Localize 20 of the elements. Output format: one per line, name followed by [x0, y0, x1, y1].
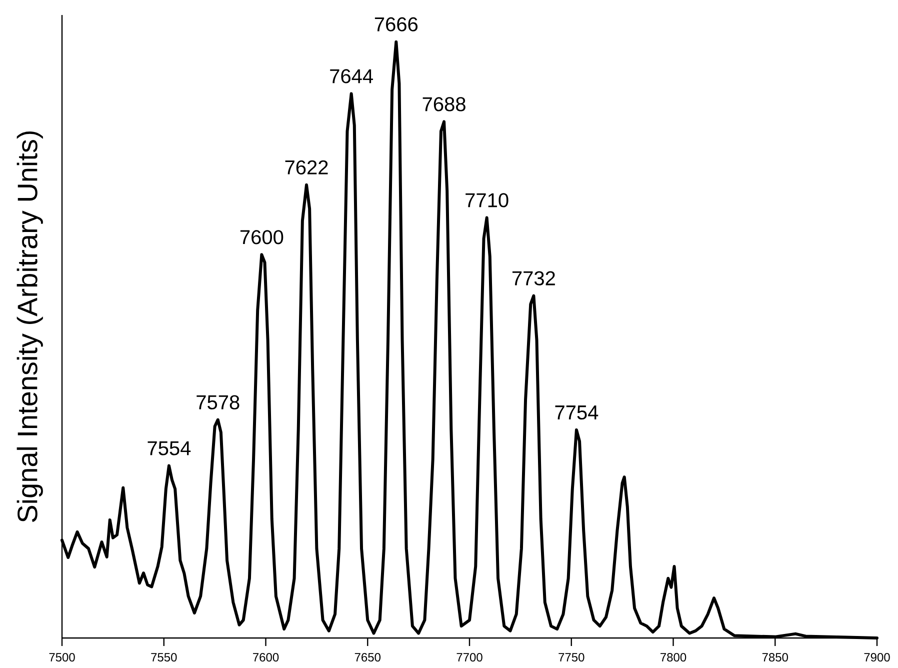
x-tick-label: 7700 [456, 653, 482, 662]
annotation: 7710 [466, 193, 508, 208]
annotation: 7688 [422, 97, 466, 112]
x-tick-label: 7650 [354, 653, 381, 662]
x-tick-label: 7550 [151, 653, 177, 662]
y-axis-title: Signal Intensity (Arbitrary Units) [16, 131, 43, 522]
annotation: 7622 [285, 160, 328, 174]
annotation: 7554 [148, 441, 191, 456]
annotation: 7644 [330, 69, 373, 84]
annotation: 7732 [512, 271, 555, 286]
x-tick-label: 7500 [49, 653, 75, 662]
x-tick-label: 7850 [762, 653, 788, 662]
annotation: 7600 [240, 230, 284, 244]
x-tick-label: 7900 [864, 653, 890, 662]
annotation: 7578 [196, 395, 240, 410]
x-tick-label: 7800 [660, 653, 686, 662]
x-tick-label: 7600 [253, 653, 279, 662]
annotation: 7666 [374, 17, 418, 32]
x-tick-label: 7750 [558, 653, 584, 662]
annotation: 7754 [555, 406, 598, 420]
